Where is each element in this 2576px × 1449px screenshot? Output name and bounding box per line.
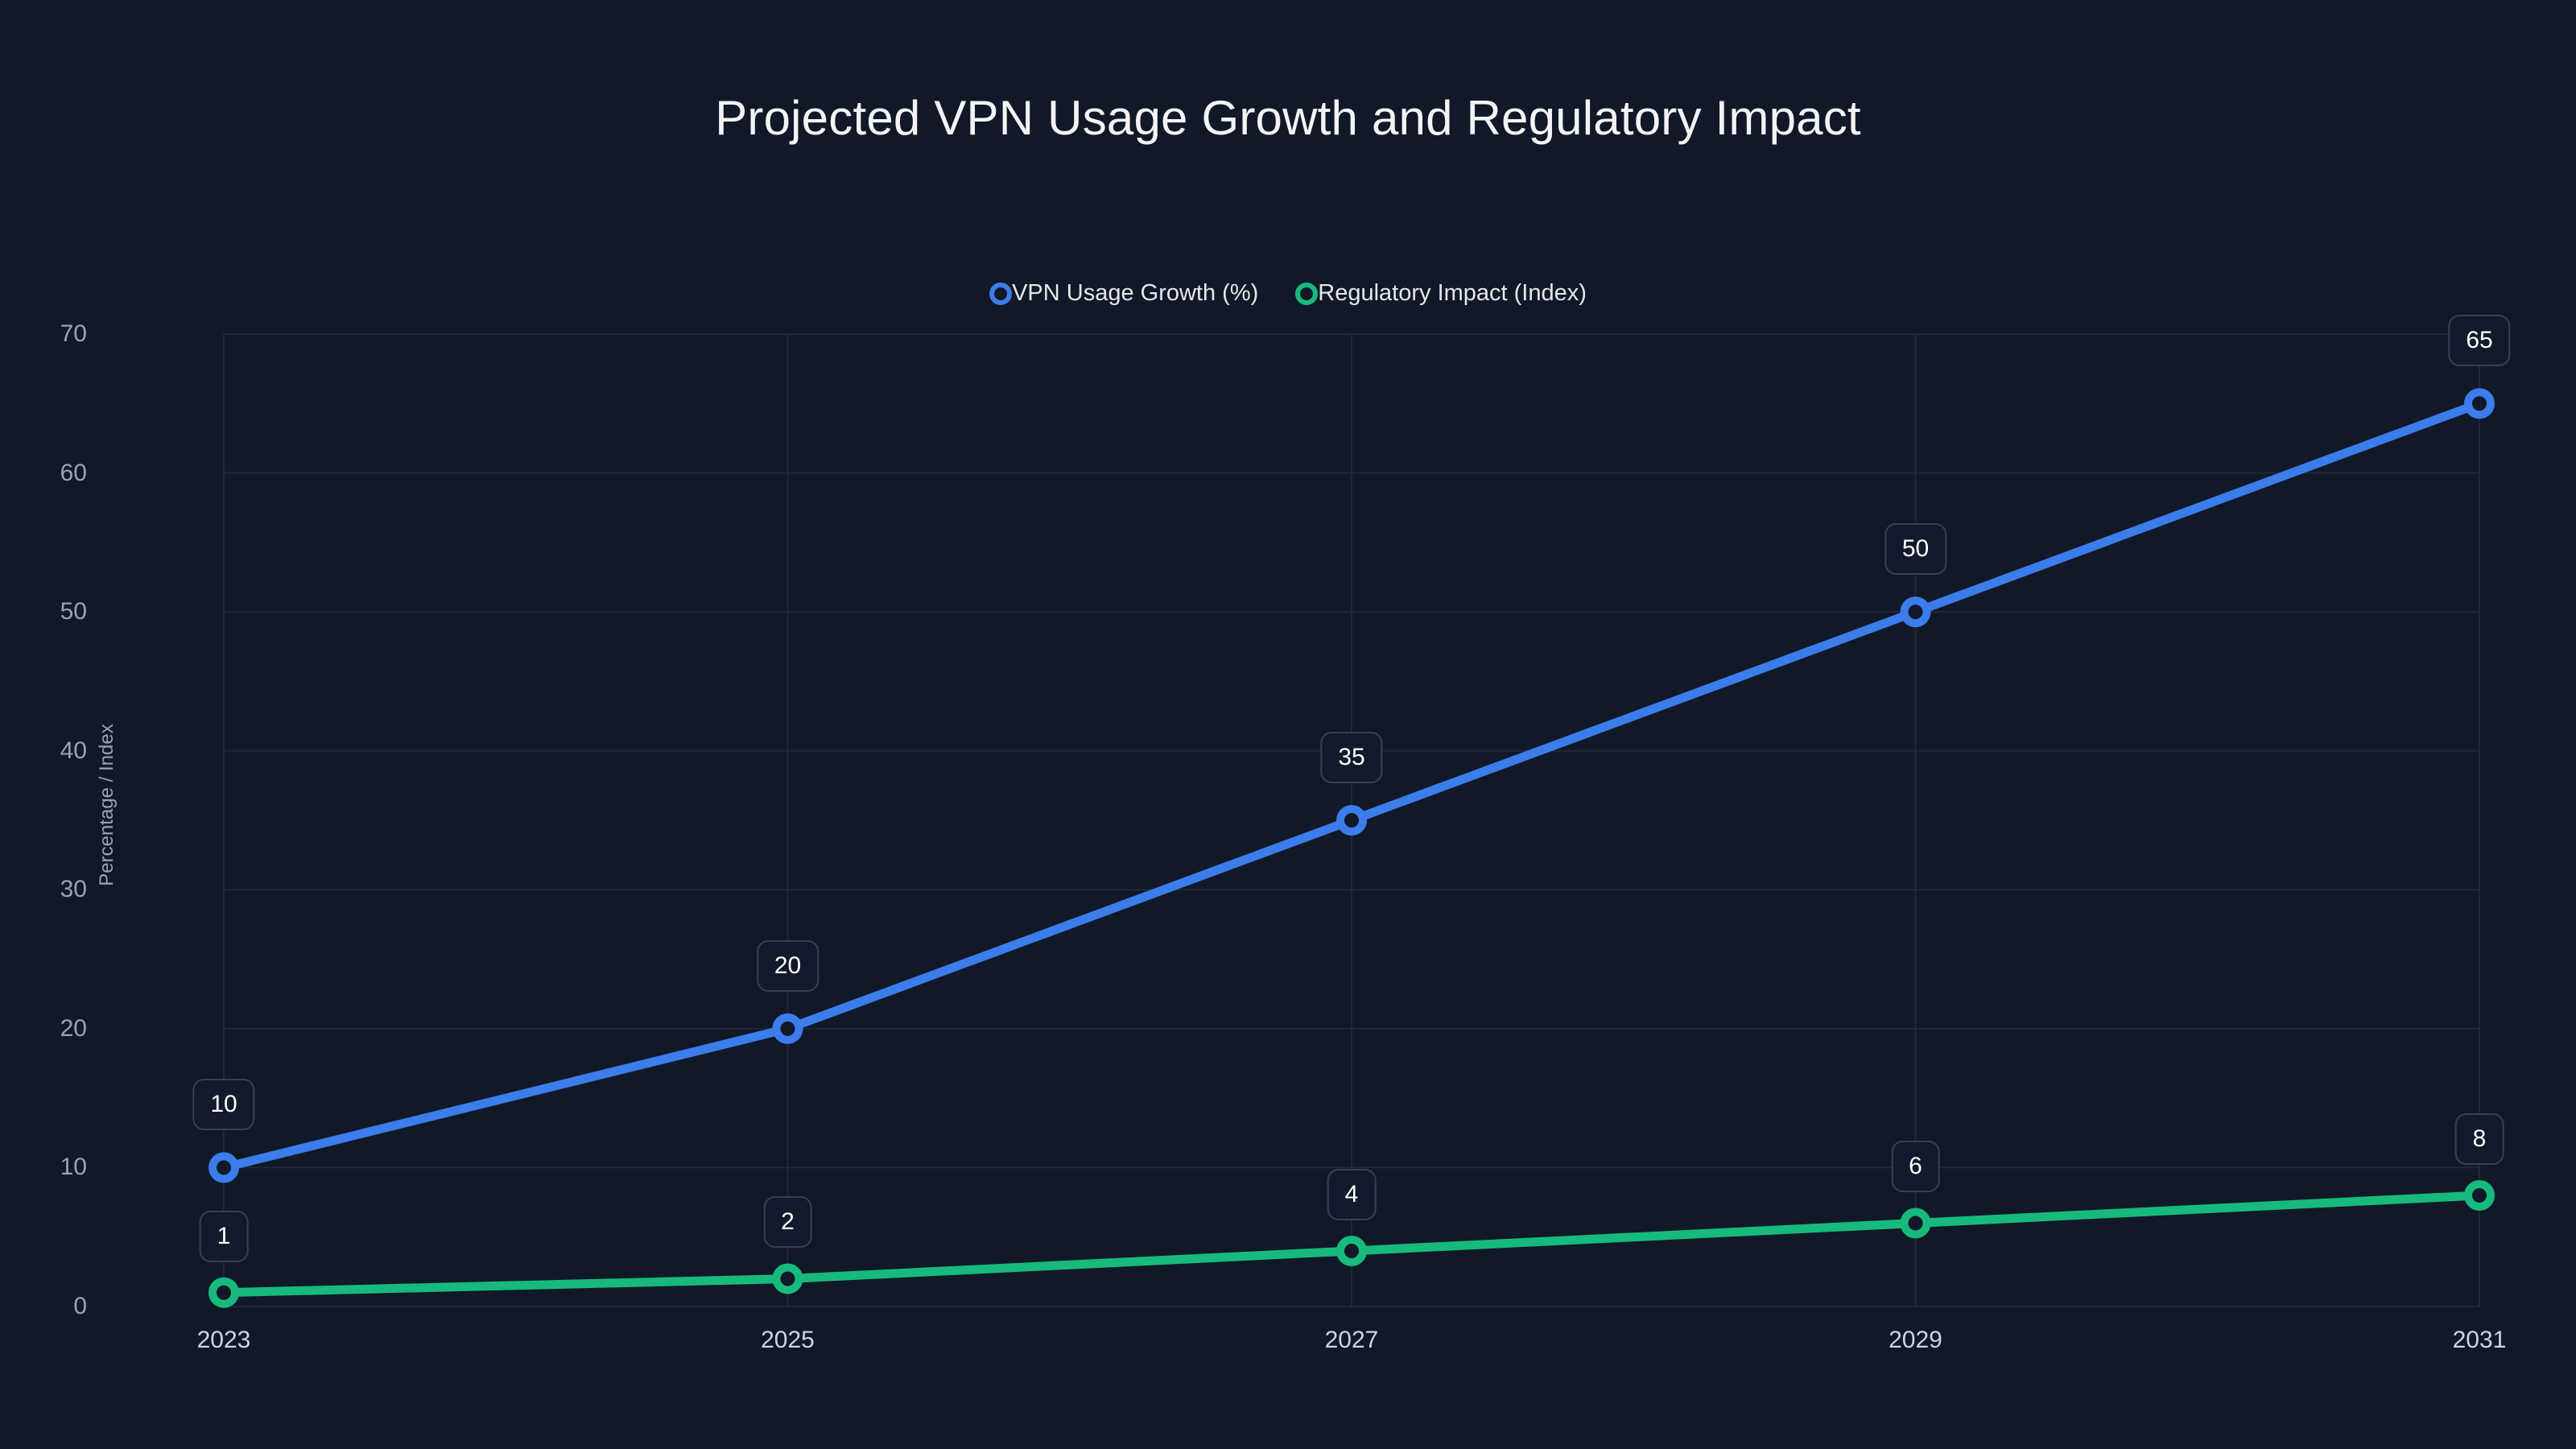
data-label-badge: 2 bbox=[763, 1196, 812, 1249]
x-tick-label: 2027 bbox=[1324, 1327, 1379, 1353]
y-tick-label: 30 bbox=[60, 876, 87, 903]
y-tick-label: 0 bbox=[73, 1293, 87, 1319]
x-tick-label: 2031 bbox=[2452, 1327, 2507, 1353]
x-tick-label: 2023 bbox=[196, 1327, 251, 1353]
y-tick-label: 20 bbox=[60, 1014, 87, 1042]
y-axis-title: Percentage / Index bbox=[96, 724, 118, 886]
data-label-badge: 1 bbox=[199, 1210, 249, 1262]
data-label-badge: 35 bbox=[1320, 732, 1383, 783]
y-tick-label: 10 bbox=[60, 1154, 87, 1181]
data-label-badge: 8 bbox=[2454, 1113, 2504, 1165]
y-tick-label: 70 bbox=[60, 320, 87, 347]
x-tick-label: 2029 bbox=[1889, 1327, 1942, 1353]
data-label-badge: 50 bbox=[1884, 523, 1947, 576]
data-label-badge: 65 bbox=[2448, 315, 2511, 367]
x-tick-label: 2025 bbox=[761, 1327, 815, 1353]
data-label-badge: 6 bbox=[1891, 1141, 1940, 1193]
data-label-badge: 20 bbox=[756, 939, 819, 992]
data-label-badge: 4 bbox=[1327, 1168, 1377, 1220]
page-title: Projected VPN Usage Growth and Regulator… bbox=[715, 91, 1861, 145]
y-tick-label: 40 bbox=[60, 737, 87, 764]
data-label-badge: 10 bbox=[192, 1079, 255, 1131]
y-tick-label: 60 bbox=[60, 459, 87, 486]
y-tick-label: 50 bbox=[60, 598, 87, 625]
